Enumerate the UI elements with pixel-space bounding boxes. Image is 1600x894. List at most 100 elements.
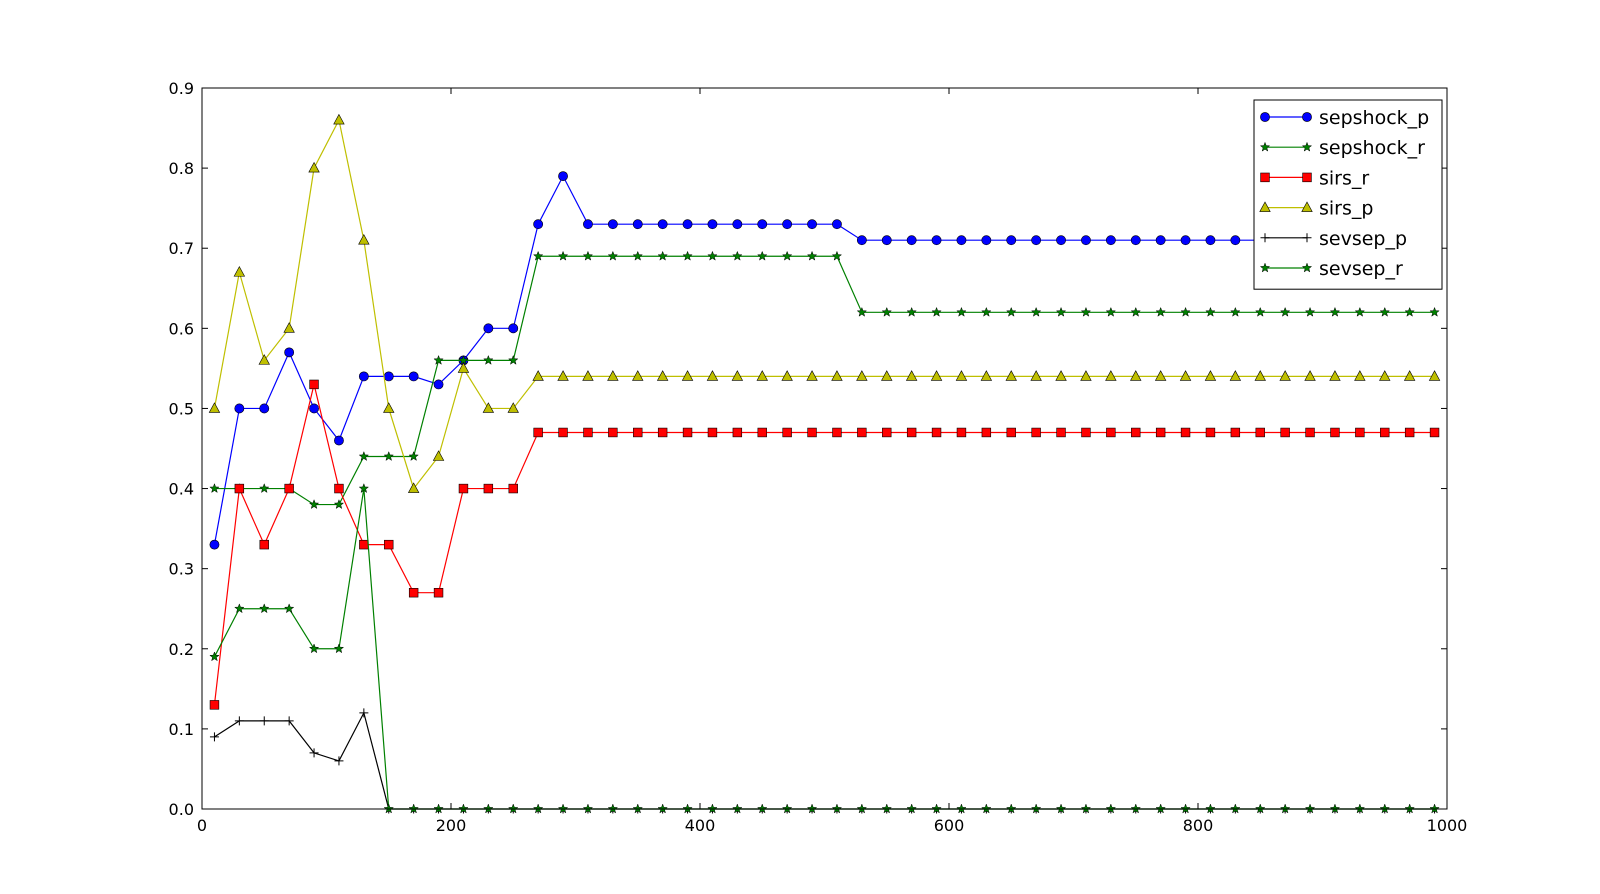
- data-point-sepshock_p: [807, 219, 817, 230]
- data-point-sirs_p: [308, 161, 320, 173]
- data-point-sirs_r: [707, 427, 718, 438]
- data-point-sirs_p: [457, 362, 470, 373]
- legend-box: [1253, 99, 1443, 290]
- data-point-sepshock_p: [906, 235, 917, 246]
- data-point-sirs_p: [930, 370, 943, 381]
- legend-marker: [1259, 201, 1271, 212]
- data-point-sevsep_p: [284, 716, 294, 726]
- data-point-sirs_r: [633, 427, 643, 438]
- data-point-sirs_p: [756, 370, 768, 381]
- y-tick-label: 0.6: [169, 319, 194, 338]
- data-point-sepshock_r: [1404, 306, 1415, 317]
- x-tick-label: 1000: [1427, 816, 1468, 835]
- data-point-sirs_p: [1130, 370, 1142, 381]
- data-point-sirs_r: [1429, 427, 1440, 438]
- data-point-sepshock_p: [408, 371, 419, 382]
- data-point-sirs_p: [632, 370, 644, 381]
- data-point-sepshock_p: [1205, 235, 1216, 246]
- data-point-sepshock_p: [931, 235, 942, 246]
- data-point-sepshock_r: [781, 250, 793, 261]
- data-point-sepshock_p: [558, 171, 568, 182]
- data-point-sirs_p: [1279, 370, 1291, 381]
- data-point-sirs_r: [259, 539, 269, 550]
- data-point-sepshock_r: [408, 450, 419, 461]
- data-point-sirs_p: [1030, 370, 1042, 381]
- data-point-sirs_r: [1205, 427, 1216, 438]
- data-point-sepshock_p: [383, 371, 394, 382]
- data-point-sirs_p: [432, 450, 445, 461]
- data-point-sirs_p: [258, 354, 270, 365]
- data-point-sevsep_p: [359, 708, 369, 718]
- data-point-sirs_r: [309, 379, 319, 390]
- data-point-sepshock_p: [1006, 235, 1017, 246]
- data-point-sepshock_r: [1379, 306, 1391, 317]
- data-point-sirs_r: [1155, 427, 1166, 438]
- data-point-sirs_p: [1428, 370, 1441, 381]
- data-point-sirs_r: [433, 587, 444, 598]
- legend-item-sevsep_r: sevsep_r: [1259, 258, 1403, 280]
- data-point-sirs_p: [706, 370, 719, 381]
- data-point-sepshock_p: [881, 235, 892, 246]
- data-point-sepshock_r: [1080, 306, 1092, 317]
- data-point-sepshock_p: [757, 219, 768, 230]
- data-point-sepshock_p: [209, 539, 220, 550]
- y-tick-label: 0.9: [169, 79, 194, 98]
- data-point-sepshock_p: [782, 219, 793, 230]
- legend-marker: [1302, 233, 1312, 243]
- data-point-sevsep_p: [209, 732, 219, 742]
- data-point-sirs_r: [1056, 427, 1066, 438]
- data-point-sirs_p: [1080, 370, 1092, 381]
- data-point-sepshock_p: [334, 435, 344, 446]
- data-point-sepshock_r: [1105, 306, 1117, 317]
- data-point-sevsep_r: [283, 603, 295, 614]
- data-point-sepshock_p: [832, 219, 842, 230]
- data-point-sirs_r: [931, 427, 942, 438]
- data-point-sepshock_p: [483, 323, 494, 334]
- y-tick-label: 0.5: [169, 399, 194, 418]
- y-tick-label: 0.4: [169, 480, 194, 499]
- data-point-sepshock_p: [1031, 235, 1042, 246]
- data-point-sepshock_p: [657, 219, 668, 230]
- data-point-sepshock_r: [956, 306, 967, 317]
- data-point-sirs_r: [583, 427, 593, 438]
- y-tick-label: 0.1: [169, 720, 194, 739]
- data-point-sirs_r: [1230, 427, 1241, 438]
- data-point-sepshock_p: [309, 403, 319, 414]
- data-point-sepshock_r: [732, 250, 743, 261]
- data-point-sepshock_r: [1279, 306, 1291, 317]
- legend-label: sirs_p: [1319, 198, 1373, 220]
- legend-marker: [1260, 233, 1270, 243]
- data-point-sepshock_p: [1130, 235, 1141, 246]
- data-point-sirs_p: [1229, 370, 1242, 381]
- data-point-sepshock_r: [657, 250, 668, 261]
- legend-marker: [1259, 141, 1271, 152]
- data-point-sirs_r: [782, 427, 792, 438]
- data-point-sirs_p: [731, 370, 744, 381]
- data-point-sepshock_p: [607, 219, 618, 230]
- x-tick-label: 0: [197, 816, 207, 835]
- axes-layer: 0 200 400 600 800 1000 0.0 0.1 0.2 0.3 0.4 0.5 0.6 0.…: [169, 79, 1468, 835]
- data-point-sevsep_r: [333, 643, 345, 654]
- data-point-sirs_p: [1379, 370, 1391, 381]
- data-point-sepshock_r: [582, 250, 594, 261]
- legend-label: sepshock_p: [1319, 107, 1429, 129]
- data-point-sepshock_p: [433, 379, 444, 390]
- data-point-sirs_r: [558, 427, 568, 438]
- data-point-sepshock_r: [333, 499, 345, 510]
- legend-marker: [1301, 201, 1313, 212]
- data-point-sepshock_r: [1180, 306, 1191, 317]
- data-point-sepshock_p: [259, 403, 270, 414]
- data-point-sepshock_r: [856, 306, 868, 317]
- data-point-sirs_p: [582, 370, 594, 381]
- data-point-sirs_r: [1404, 427, 1415, 438]
- data-point-sepshock_r: [906, 306, 917, 317]
- data-point-sepshock_p: [1155, 235, 1166, 246]
- data-point-sirs_p: [905, 370, 918, 381]
- data-point-sirs_p: [1254, 370, 1266, 381]
- data-point-sirs_r: [1280, 427, 1290, 438]
- data-point-sepshock_r: [1155, 306, 1166, 317]
- legend-label: sevsep_r: [1319, 258, 1403, 280]
- data-point-sepshock_r: [831, 250, 843, 261]
- data-point-sevsep_r: [308, 643, 320, 654]
